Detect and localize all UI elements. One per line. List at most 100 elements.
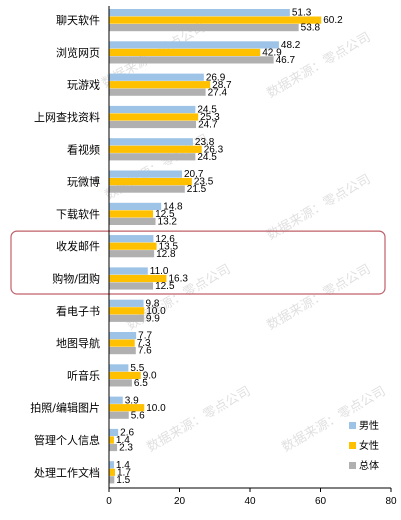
bar [109,339,135,347]
bar [109,138,193,146]
category-labels: 聊天软件浏览网页玩游戏上网查找资料看视频玩微博下载软件收发邮件购物/团购看电子书… [30,13,100,479]
data-label: 7.3 [137,338,151,349]
category-label: 上网查找资料 [34,110,100,124]
category-label: 管理个人信息 [34,433,100,447]
bar [109,88,206,96]
category-label: 浏览网页 [56,45,100,59]
data-label: 10.0 [146,306,166,317]
data-label: 21.5 [187,184,207,195]
bar [109,411,129,419]
data-label: 1.7 [117,467,131,478]
category-label: 看视频 [67,142,100,156]
data-label: 42.9 [262,48,282,59]
x-tick-label: 0 [106,496,112,507]
legend-label: 女性 [359,439,379,452]
bar [109,217,156,225]
bar-group [109,9,322,484]
bar [109,379,132,387]
category-label: 聊天软件 [56,13,100,27]
category-label: 地图导航 [56,336,100,350]
bar [109,16,322,24]
data-label: 28.7 [212,80,232,91]
data-label: 6.5 [134,378,148,389]
bar [109,9,290,17]
data-label: 2.6 [120,428,134,439]
data-label: 26.9 [206,72,226,83]
bar [109,267,148,275]
bar [109,73,204,81]
data-label: 10.0 [146,403,166,414]
data-label: 3.9 [125,395,139,406]
bar [109,274,167,283]
data-label: 25.3 [200,112,220,123]
bar [109,48,261,56]
legend-label: 总体 [359,459,379,472]
category-label: 下载软件 [56,207,100,221]
data-label: 27.4 [208,87,228,98]
x-axis: 0 20 40 60 80 [106,6,397,507]
bar [109,113,199,121]
data-label: 14.8 [163,202,183,213]
bar [109,235,154,243]
legend-swatch [349,462,356,469]
data-label: 26.3 [204,144,224,155]
data-label: 24.7 [198,120,218,131]
bar [109,202,162,210]
bar [109,364,129,372]
data-label: 20.7 [184,169,204,180]
bar [109,396,123,404]
data-label: 23.5 [194,177,214,188]
data-label: 11.0 [150,266,169,277]
x-tick-label: 40 [244,496,256,507]
data-label: 9.0 [143,371,157,382]
data-label: 24.5 [197,105,217,116]
data-label: 1.4 [116,435,130,446]
data-label: 46.7 [276,55,296,66]
data-label: 1.5 [116,475,130,486]
data-label: 7.7 [138,331,152,342]
bar [109,404,145,412]
legend-label: 男性 [359,419,379,432]
bar [109,185,185,193]
x-tick-label: 80 [385,496,397,507]
watermark-text: 数据来源：零点公司 [145,384,254,455]
data-label: 13.2 [158,217,178,228]
bar [109,105,196,114]
legend-swatch [349,442,356,449]
x-tick-label: 20 [174,496,186,507]
bar [109,347,136,355]
watermark-text: 数据来源：零点公司 [265,172,374,243]
data-label: 2.3 [119,443,133,454]
x-tick-label: 60 [315,496,327,507]
data-label: 53.8 [301,23,321,34]
bar [109,41,279,49]
bar [109,120,197,129]
data-label: 1.4 [116,460,130,471]
bar [109,81,211,89]
data-label: 9.9 [146,313,160,324]
category-label: 处理工作文档 [34,465,100,479]
bar [109,332,137,340]
data-label: 16.3 [168,274,188,285]
category-label: 玩微博 [67,175,100,189]
bar [109,250,155,258]
data-label: 48.2 [281,40,301,51]
data-label: 24.5 [197,152,217,163]
data-label: 12.5 [155,281,175,292]
bar [109,56,274,64]
data-label: 12.5 [155,209,175,220]
data-label: 60.2 [323,15,343,26]
category-label: 收发邮件 [56,239,100,253]
data-label: 12.8 [156,249,176,260]
watermark-text: 数据来源：零点公司 [265,262,374,333]
data-label: 9.8 [146,298,160,309]
data-label: 5.6 [131,410,145,421]
bar [109,436,114,444]
data-label: 23.8 [195,137,215,148]
bar [109,24,299,32]
bar [109,428,119,437]
bar [109,476,115,484]
bar [109,242,157,250]
